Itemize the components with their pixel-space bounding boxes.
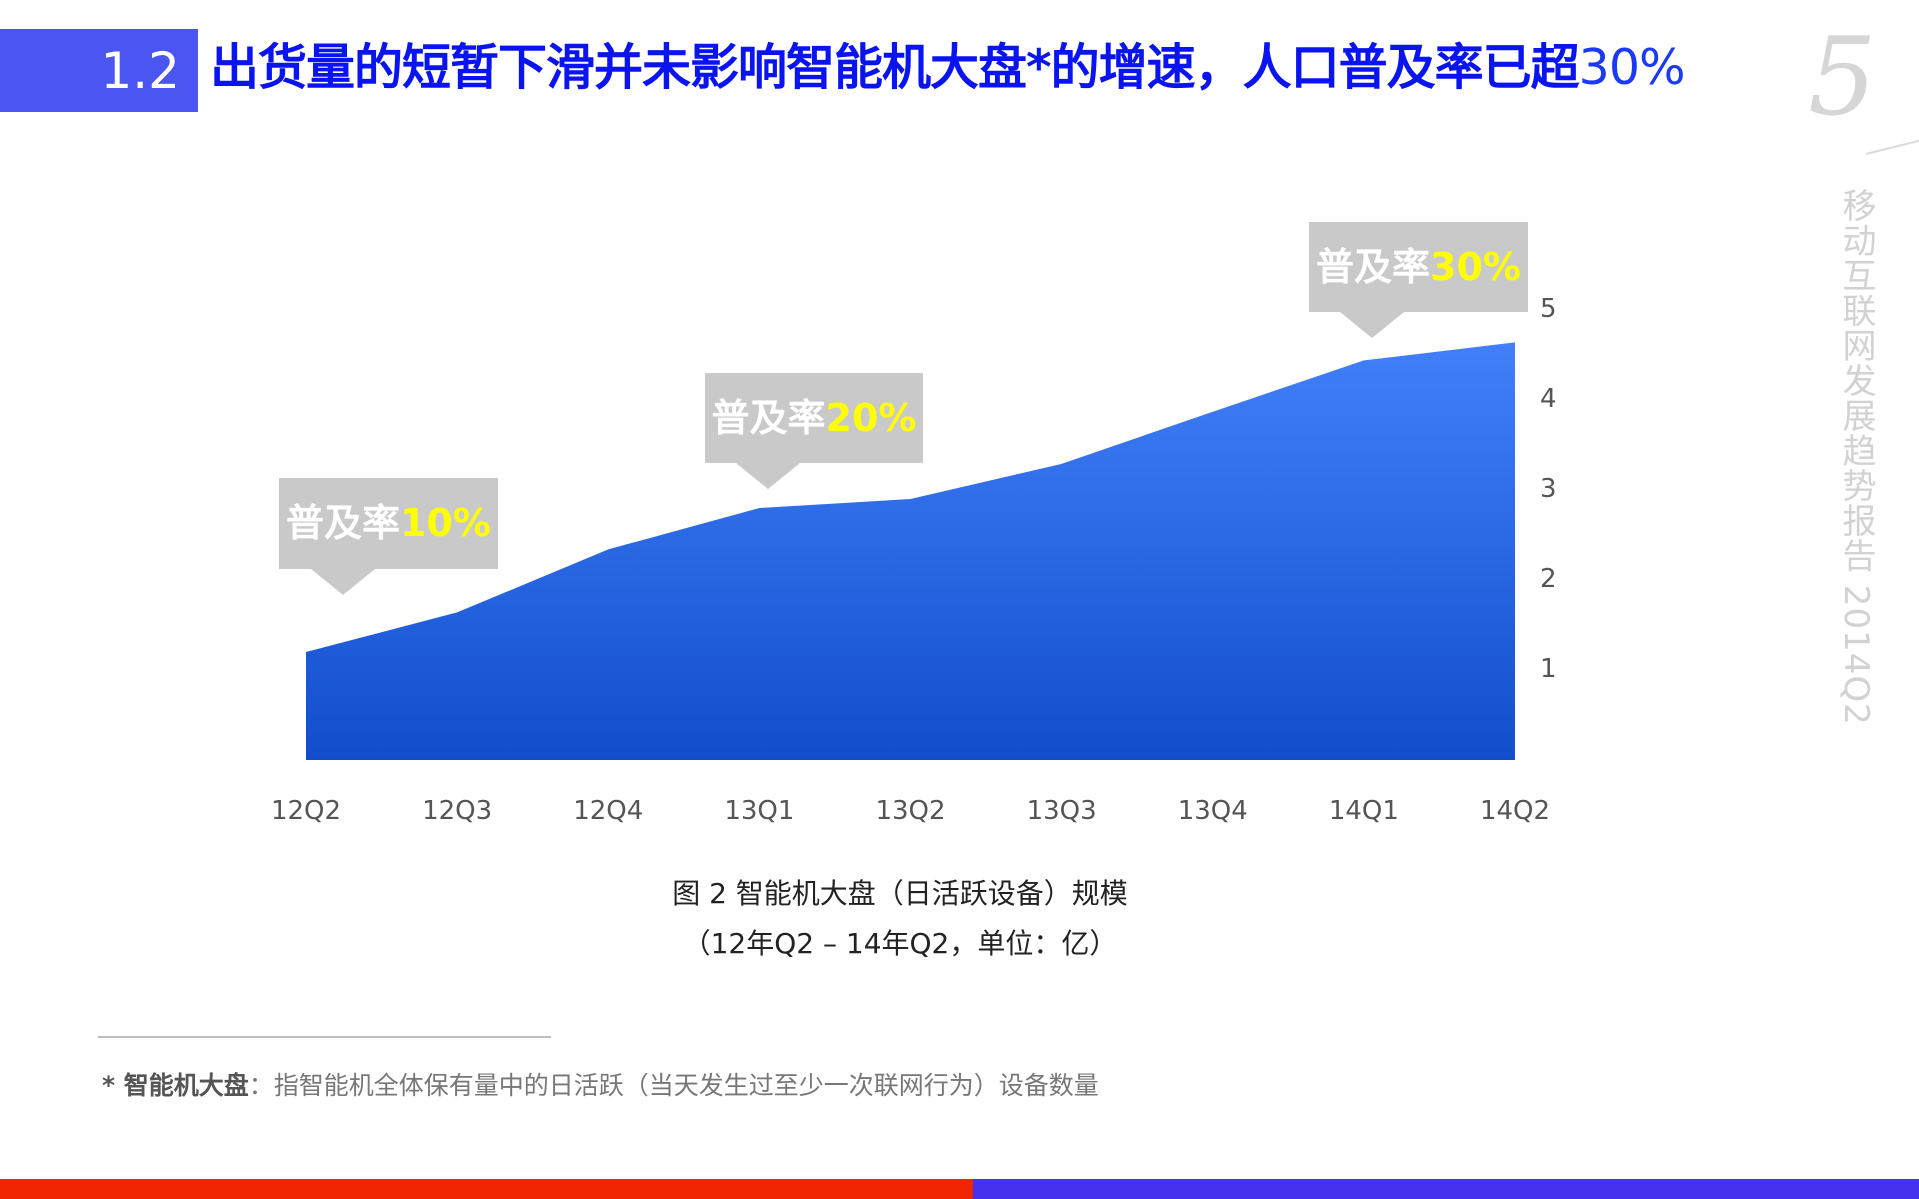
x-axis-label: 13Q1 xyxy=(724,796,795,826)
x-axis-label: 14Q1 xyxy=(1328,796,1399,826)
section-number: 1.2 xyxy=(100,42,180,100)
y-axis-label: 4 xyxy=(1540,384,1557,414)
x-axis-label: 13Q4 xyxy=(1177,796,1248,826)
y-axis-label: 2 xyxy=(1540,564,1557,594)
callout-penetration-10: 普及率10% .callout:nth-of-type(1)::after{} xyxy=(279,478,498,595)
callout-value: 10% xyxy=(400,501,491,545)
callout-penetration-20: 普及率20% xyxy=(705,373,923,489)
callout-penetration-30: 普及率30% xyxy=(1309,222,1528,338)
callout-value: 30% xyxy=(1430,245,1521,289)
page-title: 出货量的短暂下滑并未影响智能机大盘*的增速，人口普及率已超30% xyxy=(210,36,1686,100)
section-number-box: 1.2 xyxy=(0,29,198,112)
chart-area-series xyxy=(306,342,1515,760)
report-side-title: 移动互联网发展趋势报告 2014Q2 xyxy=(1836,188,1876,726)
x-axis-label: 12Q4 xyxy=(573,796,644,826)
y-axis-label: 1 xyxy=(1540,654,1557,684)
x-axis-label: 13Q2 xyxy=(875,796,946,826)
page-number: 5 xyxy=(1808,15,1877,140)
footnote-divider xyxy=(98,1036,551,1038)
footnote-definition: ：指智能机全体保有量中的日活跃（当天发生过至少一次联网行为）设备数量 xyxy=(248,1071,1099,1100)
page-title-text: 出货量的短暂下滑并未影响智能机大盘*的增速，人口普及率已超 xyxy=(210,39,1580,96)
chart-caption-title: 图 2 智能机大盘（日活跃设备）规模 xyxy=(672,877,1128,910)
footnote: * 智能机大盘：指智能机全体保有量中的日活跃（当天发生过至少一次联网行为）设备数… xyxy=(102,1066,1099,1102)
callout-value: 20% xyxy=(825,396,917,440)
bottom-bar-right xyxy=(973,1179,1919,1199)
bottom-bar-left xyxy=(0,1179,973,1199)
page-title-highlight: 30% xyxy=(1578,39,1686,96)
chart-caption-subtitle: （12年Q2 – 14年Q2，单位：亿） xyxy=(682,927,1118,960)
footnote-term: * 智能机大盘 xyxy=(102,1071,249,1100)
x-axis-label: 12Q3 xyxy=(422,796,493,826)
y-axis-label: 3 xyxy=(1540,474,1557,504)
y-axis-label: 5 xyxy=(1540,294,1557,324)
x-axis-label: 14Q2 xyxy=(1479,796,1551,826)
x-axis-label: 12Q2 xyxy=(270,796,342,826)
x-axis-label: 13Q3 xyxy=(1026,796,1097,826)
